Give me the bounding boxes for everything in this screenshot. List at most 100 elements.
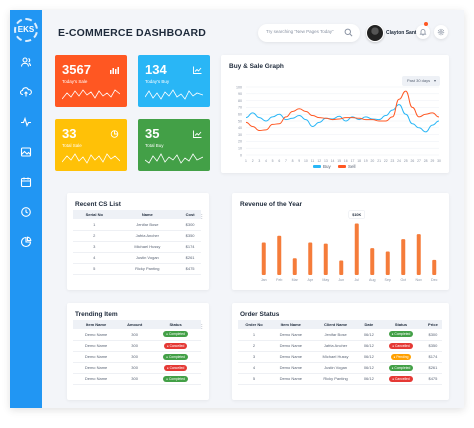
table-row[interactable]: 5 Ricky Panting $475: [73, 263, 201, 275]
x-tick-label: Oct: [400, 278, 406, 282]
x-tick-label: 26: [410, 159, 414, 163]
y-tick-label: 10: [238, 147, 242, 151]
cell-name: Jafria Ancher: [115, 230, 180, 242]
cell-name: Jenifar Bose: [115, 219, 180, 231]
pie-icon[interactable]: [20, 236, 32, 248]
x-tick-label: 7: [285, 159, 287, 163]
avatar[interactable]: [366, 24, 384, 42]
cell-cost: $350: [179, 230, 201, 242]
column-header[interactable]: Amount: [119, 320, 151, 329]
bar[interactable]: [370, 248, 375, 275]
bar[interactable]: [261, 242, 266, 275]
search-input[interactable]: Try searching “New Pages Today”: [258, 24, 360, 42]
stat-card-total-buy[interactable]: 35 Total Buy: [138, 119, 210, 171]
bar[interactable]: [416, 234, 421, 275]
column-header[interactable]: Serial No: [73, 210, 116, 219]
x-tick-label: Mar: [292, 278, 299, 282]
more-menu-icon[interactable]: ...: [201, 211, 203, 221]
stat-card-total-sale[interactable]: 33 Total Sale: [55, 119, 127, 171]
users-icon[interactable]: [20, 56, 32, 68]
column-header[interactable]: Name: [115, 210, 180, 219]
bar[interactable]: [323, 243, 328, 275]
table-row[interactable]: 1 Jenifar Bose $300: [73, 219, 201, 231]
column-header[interactable]: Price: [423, 320, 442, 329]
upload-icon[interactable]: [20, 86, 32, 98]
x-tick-label: 24: [397, 159, 401, 163]
y-tick-label: 100: [236, 85, 242, 89]
period-select[interactable]: Past 30 days: [402, 76, 440, 86]
cell-status: Completed: [378, 362, 424, 374]
cell-price: $300: [423, 329, 442, 341]
x-tick-label: 8: [292, 159, 294, 163]
x-tick-label: 17: [351, 159, 355, 163]
y-tick-label: 50: [238, 119, 242, 123]
activity-icon[interactable]: [20, 116, 32, 128]
cell-item-name: Demo Name: [73, 373, 120, 385]
column-header[interactable]: Order No: [238, 320, 271, 329]
column-header[interactable]: Status: [150, 320, 201, 329]
cell-item-name: Demo Name: [270, 351, 312, 363]
status-badge: Completed: [163, 375, 188, 382]
bar[interactable]: [339, 260, 344, 275]
x-tick-label: 27: [417, 159, 421, 163]
column-header[interactable]: Date: [359, 320, 379, 329]
calendar-icon[interactable]: [20, 176, 32, 188]
bar[interactable]: [432, 259, 437, 275]
column-header[interactable]: Client Name: [311, 320, 360, 329]
clock-icon[interactable]: [20, 206, 32, 218]
more-menu-icon[interactable]: ...: [201, 321, 203, 331]
dashboard-frame: EKS E-COMMERCE DASHBOARD Try searching “…: [10, 10, 464, 408]
stat-label: Today's Sale: [62, 79, 88, 84]
legend-item-sell[interactable]: Sell: [338, 164, 356, 169]
cell-amount: 300: [119, 329, 151, 341]
y-tick-label: 30: [238, 133, 242, 137]
bar[interactable]: [354, 223, 359, 275]
column-header[interactable]: Status: [378, 320, 424, 329]
revenue-bar-chart: Jan Feb Mar Apr May Jun Jul $10K Aug Sep Oct Nov Dec: [261, 210, 438, 282]
table-row[interactable]: 2 Jafria Ancher $350: [73, 230, 201, 242]
search-icon[interactable]: [344, 28, 353, 37]
cell-amount: 300: [119, 340, 151, 352]
settings-button[interactable]: [434, 25, 448, 39]
series-line-sell[interactable]: [245, 90, 440, 132]
column-header[interactable]: Item Name: [73, 320, 120, 329]
bar-chart-icon: [110, 67, 119, 74]
column-header[interactable]: Item Name: [270, 320, 312, 329]
user-name[interactable]: Clayton Santos: [386, 30, 423, 36]
bar[interactable]: [292, 258, 297, 275]
table-row[interactable]: 3 Michael Hussy $174: [73, 241, 201, 253]
cell-amount: 300: [119, 351, 151, 363]
stat-card-todays-buy[interactable]: 134 Today's Buy: [138, 55, 210, 107]
legend-item-buy[interactable]: Buy: [313, 164, 331, 169]
cell-cost: $261: [179, 252, 201, 264]
card-title: Trending Item: [75, 311, 118, 318]
notification-button[interactable]: [416, 25, 430, 39]
bar[interactable]: [277, 235, 282, 275]
stat-card-todays-sale[interactable]: 3567 Today's Sale: [55, 55, 127, 107]
table-row[interactable]: 4 Justin Vogan $261: [73, 252, 201, 264]
status-badge: Completed: [163, 353, 188, 360]
x-tick-label: 13: [324, 159, 328, 163]
bar[interactable]: [385, 251, 390, 275]
bar[interactable]: [308, 242, 313, 275]
brand-logo[interactable]: EKS: [14, 18, 38, 42]
bar[interactable]: [401, 239, 406, 275]
stat-label: Total Sale: [62, 143, 82, 148]
x-tick-label: 5: [272, 159, 274, 163]
column-header[interactable]: Cost: [179, 210, 201, 219]
image-icon[interactable]: [20, 146, 32, 158]
x-tick-label: Sep: [385, 278, 391, 282]
x-tick-label: 21: [377, 159, 381, 163]
y-tick-label: 0: [240, 153, 242, 157]
cell-status: Completed: [150, 373, 201, 385]
